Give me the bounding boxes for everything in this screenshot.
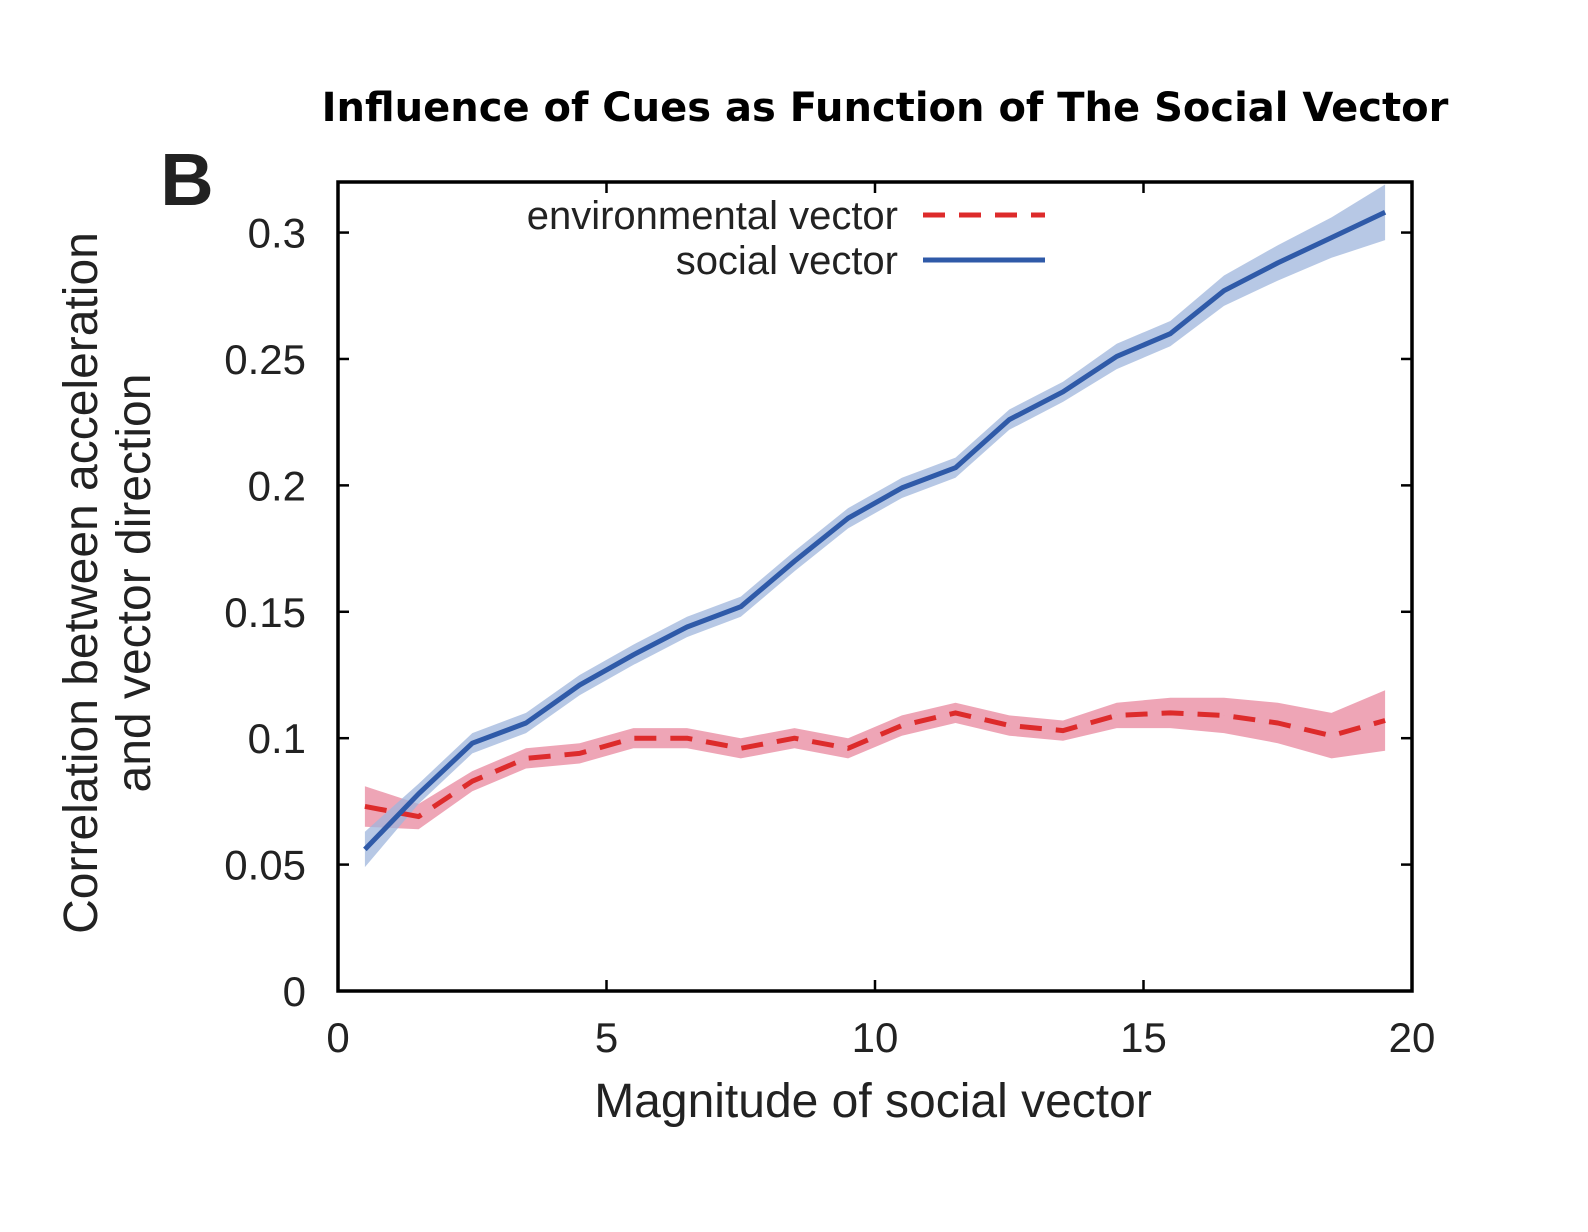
band-social [364,184,1386,868]
x-tick-label: 15 [1120,1014,1167,1061]
y-axis-label: Correlation between acceleration and vec… [55,232,161,934]
series-lines [363,210,1387,852]
y-tick-label: 0.25 [224,336,306,383]
x-tick-label: 10 [852,1014,899,1061]
band-environmental [364,690,1386,830]
x-tick-labels: 0 5 10 15 20 [326,1014,1435,1061]
series-line-social [363,210,1387,852]
x-tick-label: 0 [326,1014,349,1061]
y-tick-label: 0.2 [248,462,306,509]
y-tick-label: 0 [283,968,306,1015]
y-tick-labels: 0 0.05 0.1 0.15 0.2 0.25 0.3 [224,210,306,1015]
series-line-environmental [364,710,1386,820]
plot-frame [336,180,1414,993]
y-axis-label-line1: Correlation between acceleration [55,232,108,934]
x-axis-label: Magnitude of social vector [594,1075,1152,1128]
confidence-bands [364,184,1386,868]
y-tick-label: 0.3 [248,210,306,257]
y-axis-label-line2: and vector direction [108,374,161,793]
y-tick-label: 0.15 [224,589,306,636]
legend-label-environmental: environmental vector [527,194,898,238]
axis-ticks [336,182,1414,993]
x-tick-label: 20 [1389,1014,1436,1061]
panel-label: B [160,138,213,221]
y-tick-label: 0.1 [248,715,306,762]
plot-area [336,180,1414,993]
y-tick-label: 0.05 [224,842,306,889]
legend-label-social: social vector [676,239,898,283]
x-tick-label: 5 [595,1014,618,1061]
chart-title: Influence of Cues as Function of The Soc… [322,85,1449,131]
legend: environmental vector social vector [527,194,1045,283]
